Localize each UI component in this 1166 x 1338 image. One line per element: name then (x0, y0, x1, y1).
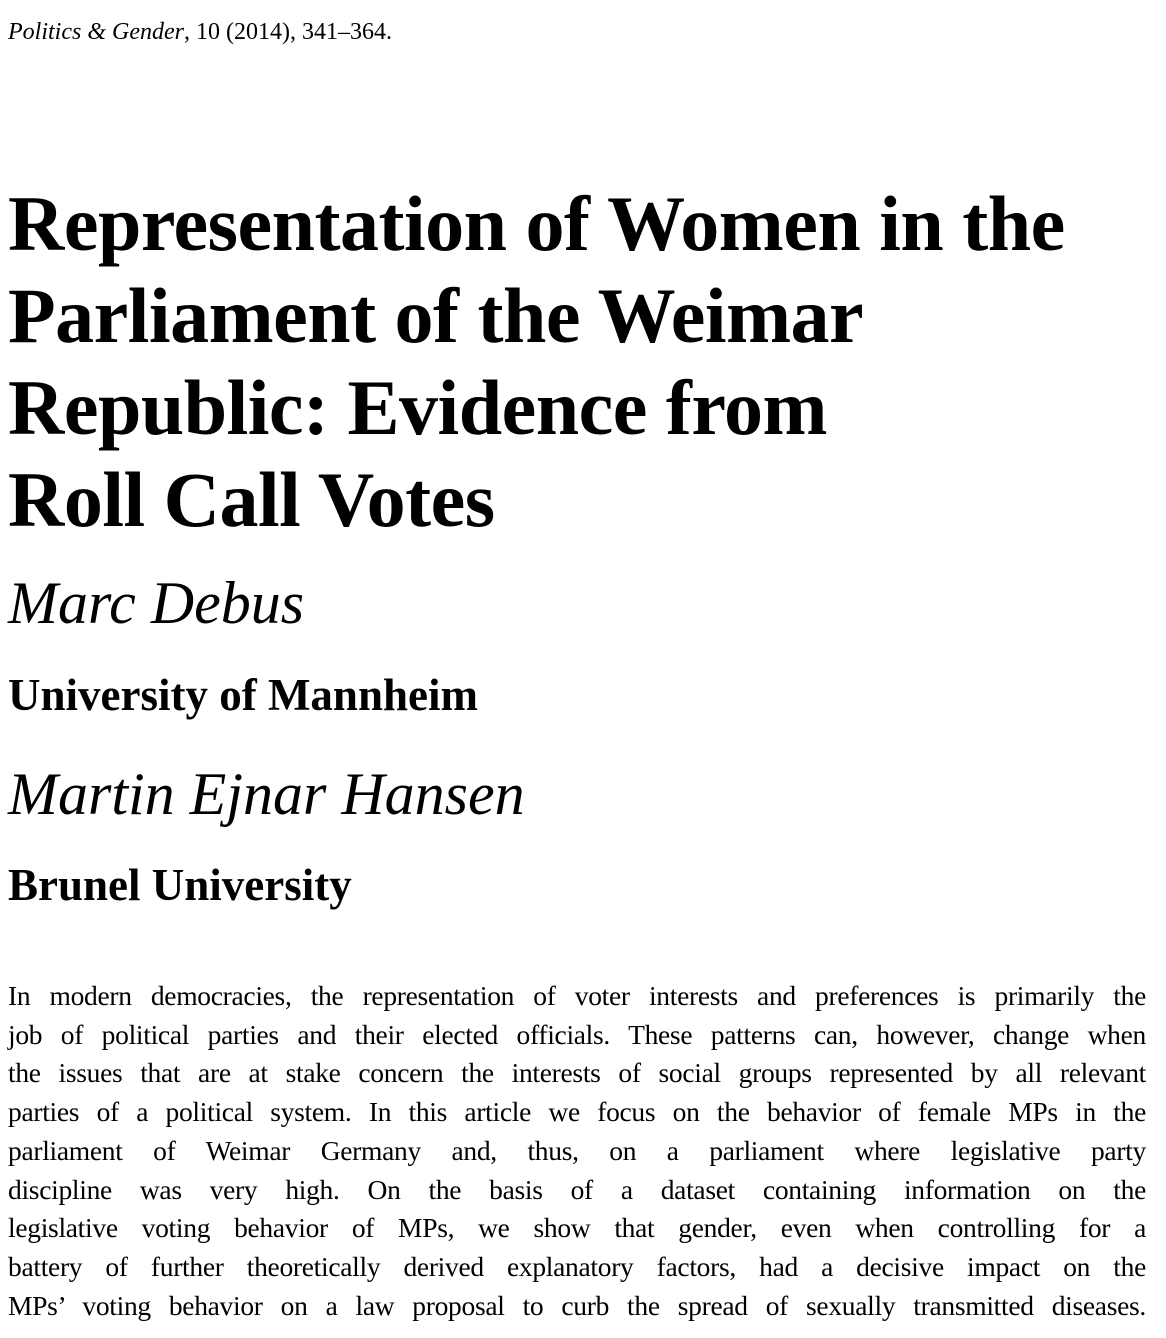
abstract: In modern democracies, the representatio… (8, 977, 1146, 1325)
author-affiliation: University of Mannheim (8, 670, 478, 720)
author-name: Martin Ejnar Hansen (8, 761, 525, 827)
abstract-line: battery of further theoretically derived… (8, 1250, 1146, 1282)
title-line: Roll Call Votes (8, 456, 495, 543)
title-line: Representation of Women in the (8, 180, 1065, 267)
journal-citation: Politics & Gender, 10 (2014), 341–364. (8, 16, 392, 48)
citation-details: , 10 (2014), 341–364. (183, 19, 392, 45)
abstract-line: In modern democracies, the representatio… (8, 980, 1146, 1011)
journal-name: Politics & Gender (8, 19, 184, 45)
article-title: Representation of Women in the Parliamen… (8, 178, 1146, 546)
abstract-line: MPs’ voting behavior on a law proposal t… (8, 1289, 1146, 1321)
abstract-line: discipline was very high. On the basis o… (8, 1173, 1146, 1205)
author-affiliation: Brunel University (8, 860, 352, 910)
abstract-line: parties of a political system. In this a… (8, 1096, 1146, 1128)
abstract-line: job of political parties and their elect… (8, 1018, 1146, 1050)
abstract-line: legislative voting behavior of MPs, we s… (8, 1212, 1146, 1244)
abstract-line: the issues that are at stake concern the… (8, 1057, 1146, 1089)
author-name: Marc Debus (8, 570, 305, 636)
title-line: Parliament of the Weimar (8, 272, 864, 359)
title-line: Republic: Evidence from (8, 364, 828, 451)
abstract-line: parliament of Weimar Germany and, thus, … (8, 1134, 1146, 1166)
